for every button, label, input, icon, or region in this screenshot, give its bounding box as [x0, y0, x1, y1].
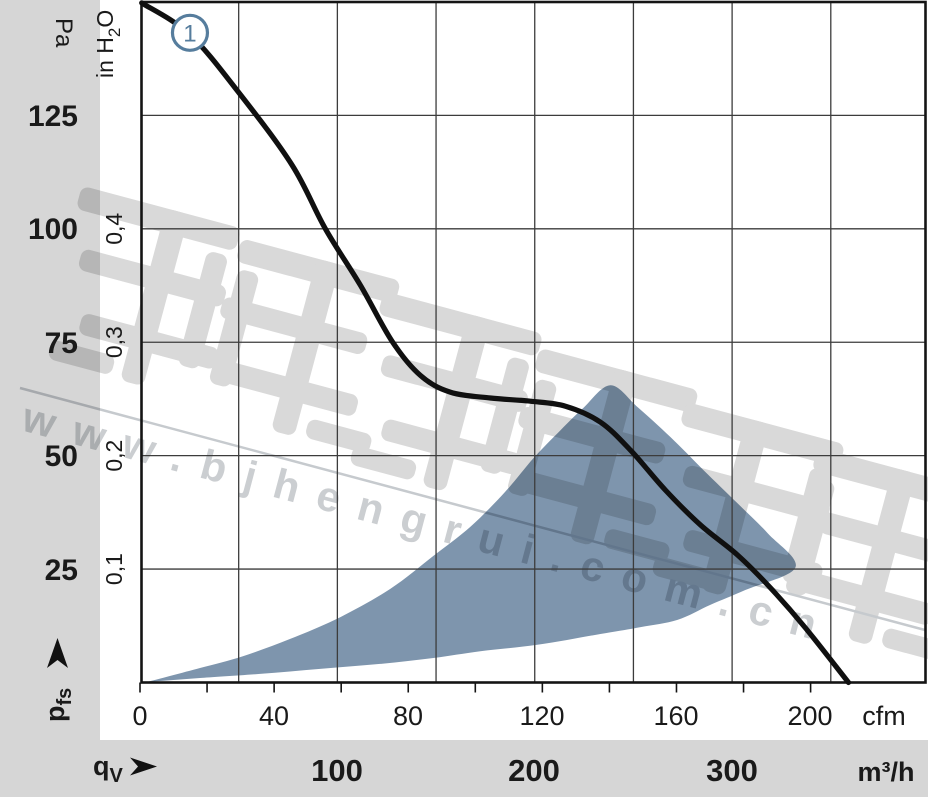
m3h-tick-200: 200	[508, 753, 560, 788]
cfm-tick-200: 200	[787, 701, 832, 731]
cfm-unit-label: cfm	[862, 701, 906, 731]
pa-unit-label: Pa	[50, 18, 77, 48]
watermark-glyph-stroke	[350, 446, 417, 480]
watermark-glyph-stroke	[604, 529, 670, 563]
watermark-glyph-stroke	[570, 369, 637, 545]
inh2o-tick-04: 0,4	[101, 213, 127, 245]
pfs-label: pfs	[40, 688, 76, 722]
watermark-glyph-stroke	[848, 469, 915, 644]
cfm-tick-80: 80	[393, 701, 423, 731]
cfm-tick-160: 160	[653, 701, 698, 731]
watermark-glyph-stroke	[220, 297, 368, 354]
curve-marker-circle	[170, 13, 210, 52]
bottom-axis-band	[100, 740, 928, 797]
watermark-glyph-block	[786, 449, 928, 662]
pa-tick-100: 100	[28, 213, 78, 246]
up-arrow-icon	[47, 638, 68, 668]
pa-tick-125: 125	[28, 100, 78, 133]
watermark-glyph-stroke	[48, 340, 115, 374]
m3h-tick-100: 100	[311, 753, 363, 788]
watermark-glyph-stroke	[508, 379, 557, 496]
watermark-glyph-stroke	[882, 628, 928, 662]
m3h-unit-label: m³/h	[858, 757, 915, 787]
pa-tick-75: 75	[45, 327, 78, 360]
gridlines	[141, 2, 926, 683]
curve-marker-1: 1	[170, 13, 210, 52]
fan-curve-1	[139, 0, 852, 686]
watermark-glyph-block	[508, 349, 698, 563]
watermark-glyph-stroke	[702, 419, 769, 595]
cfm-tick-120: 120	[519, 701, 564, 731]
qv-label: qV	[93, 751, 124, 787]
watermark-glyph-stroke	[480, 357, 529, 474]
pa-tick-50: 50	[45, 440, 78, 473]
plot-border	[140, 0, 927, 684]
watermark-glyph-stroke	[178, 252, 227, 369]
inh2o-tick-03: 0,3	[101, 326, 127, 358]
watermark-glyph-stroke	[682, 465, 830, 523]
inh2o-tick-01: 0,1	[101, 553, 127, 585]
x-axis-symbol: qV	[93, 751, 157, 787]
watermark-glyph-stroke	[121, 209, 188, 385]
y-axis-symbol: pfs	[40, 638, 76, 722]
x-axis-ticks	[139, 682, 812, 693]
curve-marker-label: 1	[183, 20, 196, 47]
inh2o-unit-label: in H2O	[92, 10, 124, 78]
watermark-glyph-stroke	[652, 557, 719, 590]
watermark-glyph-stroke	[306, 419, 372, 453]
watermark-glyph-stroke	[379, 292, 542, 356]
m3h-tick-300: 300	[706, 753, 758, 788]
watermark-glyph-stroke	[77, 187, 240, 250]
watermark-glyph-stroke	[209, 270, 259, 387]
pa-tick-25: 25	[45, 554, 78, 587]
watermark-glyph-block	[48, 187, 240, 385]
right-arrow-icon	[130, 757, 157, 776]
watermark-cjk-glyphs	[48, 187, 928, 662]
cfm-tick-0: 0	[132, 701, 147, 731]
watermark-glyph-stroke	[786, 479, 835, 596]
watermark-glyph-block	[350, 292, 542, 491]
watermark-glyph-stroke	[272, 260, 339, 435]
inh2o-tick-02: 0,2	[101, 440, 127, 472]
cfm-tick-40: 40	[259, 701, 289, 731]
watermark-glyph-stroke	[423, 315, 490, 491]
